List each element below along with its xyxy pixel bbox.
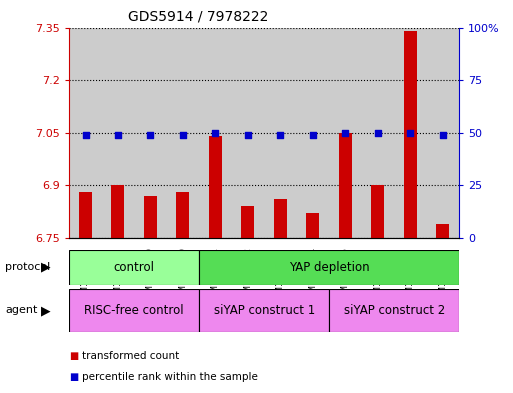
Text: siYAP construct 2: siYAP construct 2 [344, 304, 445, 317]
Bar [264, 28, 297, 238]
Bar [329, 28, 362, 238]
Text: protocol: protocol [5, 262, 50, 272]
Bar [144, 196, 157, 238]
Text: ■: ■ [69, 372, 78, 382]
Text: control: control [114, 261, 155, 274]
Text: agent: agent [5, 305, 37, 316]
Bar [199, 250, 459, 285]
Bar [297, 28, 329, 238]
Bar [209, 136, 222, 238]
Point [146, 132, 154, 138]
Bar [306, 213, 320, 238]
Bar [199, 289, 329, 332]
Bar [69, 289, 199, 332]
Bar [339, 133, 352, 238]
Bar [69, 28, 102, 238]
Point [439, 132, 447, 138]
Point [341, 129, 349, 136]
Bar [232, 28, 264, 238]
Point [406, 129, 415, 136]
Point [244, 132, 252, 138]
Bar [437, 224, 449, 238]
Bar [134, 28, 167, 238]
Bar [274, 199, 287, 238]
Bar [199, 28, 232, 238]
Bar [404, 31, 417, 238]
Bar [176, 192, 189, 238]
Point [277, 132, 285, 138]
Bar [167, 28, 199, 238]
Bar [79, 192, 92, 238]
Text: RISC-free control: RISC-free control [85, 304, 184, 317]
Text: ▶: ▶ [42, 304, 51, 317]
Bar [69, 250, 199, 285]
Bar [371, 185, 384, 238]
Point [374, 129, 382, 136]
Bar [427, 28, 459, 238]
Text: ▶: ▶ [42, 261, 51, 274]
Bar [362, 28, 394, 238]
Bar [102, 28, 134, 238]
Text: GDS5914 / 7978222: GDS5914 / 7978222 [128, 9, 268, 24]
Point [179, 132, 187, 138]
Point [309, 132, 317, 138]
Text: ■: ■ [69, 351, 78, 361]
Bar [242, 206, 254, 238]
Text: YAP depletion: YAP depletion [289, 261, 369, 274]
Text: transformed count: transformed count [82, 351, 180, 361]
Point [82, 132, 90, 138]
Text: siYAP construct 1: siYAP construct 1 [213, 304, 315, 317]
Bar [394, 28, 427, 238]
Point [211, 129, 220, 136]
Bar [329, 289, 459, 332]
Bar [111, 185, 125, 238]
Text: percentile rank within the sample: percentile rank within the sample [82, 372, 258, 382]
Point [114, 132, 122, 138]
